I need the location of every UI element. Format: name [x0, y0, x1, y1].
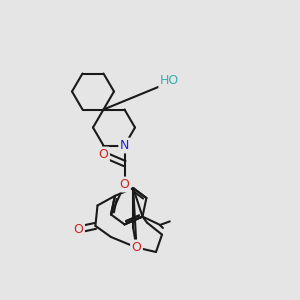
Text: HO: HO [160, 74, 179, 88]
Text: O: O [99, 148, 108, 161]
Text: O: O [120, 178, 129, 191]
Text: O: O [99, 148, 108, 161]
Text: O: O [132, 241, 141, 254]
Text: HO: HO [160, 74, 179, 88]
Text: O: O [74, 223, 83, 236]
Text: N: N [120, 139, 129, 152]
Text: O: O [120, 178, 129, 191]
Text: O: O [132, 241, 141, 254]
Text: N: N [120, 139, 129, 152]
Text: O: O [74, 223, 83, 236]
